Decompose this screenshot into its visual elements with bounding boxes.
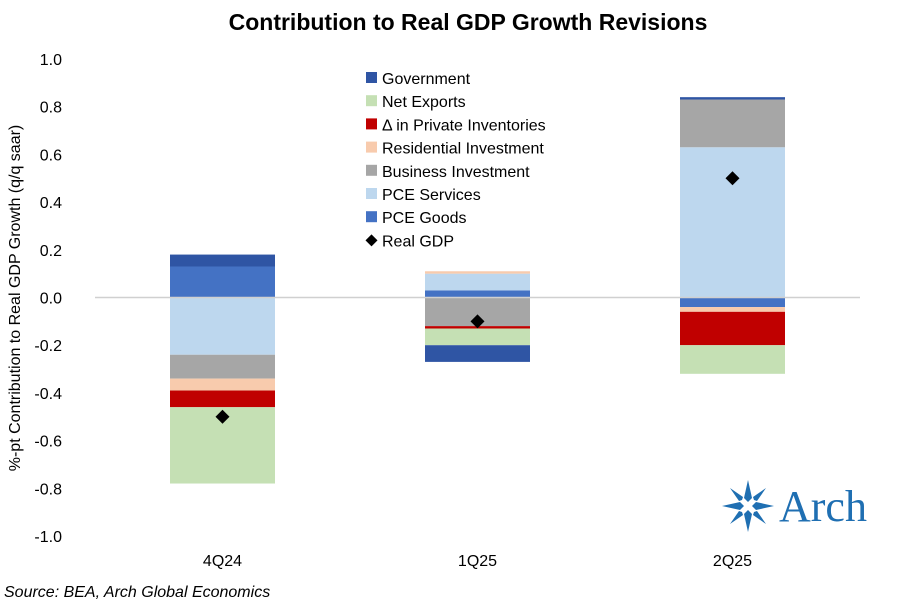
bar-segment-net-exports — [425, 328, 530, 346]
bar-segment-pce-goods — [680, 297, 785, 308]
bars-group — [170, 97, 785, 484]
arch-star-icon — [722, 480, 774, 532]
y-tick-label: -0.6 — [34, 434, 62, 451]
y-tick-label: 0.4 — [40, 195, 62, 212]
y-tick-label: -0.4 — [34, 386, 62, 403]
bar-segment-business-investment — [170, 354, 275, 379]
bar-segment-residential-investment — [170, 378, 275, 391]
real-gdp-markers — [215, 171, 740, 424]
legend-label: Real GDP — [382, 233, 454, 250]
legend-swatch — [366, 95, 377, 107]
bar-segment-pce-services — [425, 273, 530, 291]
y-tick-label: 0.8 — [40, 100, 62, 117]
y-tick-label: -0.8 — [34, 481, 62, 498]
real-gdp-marker — [215, 409, 230, 424]
legend-label: PCE Services — [382, 187, 481, 204]
legend-swatch — [366, 72, 377, 83]
legend: Government Net Exports Δ in Private Invent… — [365, 71, 546, 250]
arch-logo: Arch — [722, 480, 867, 532]
bar-segment-residential-investment — [680, 307, 785, 312]
source-note: Source: BEA, Arch Global Economics — [4, 584, 270, 601]
x-axis: 4Q24 1Q25 2Q25 — [203, 553, 752, 570]
legend-swatch — [366, 188, 377, 199]
legend-swatch — [366, 164, 377, 176]
bar-segment-government — [680, 97, 785, 100]
y-tick-label: -0.2 — [34, 338, 62, 355]
y-tick-label: 0.0 — [40, 291, 62, 308]
legend-label: PCE Goods — [382, 210, 466, 227]
bar-segment-in-private-inventories — [680, 311, 785, 346]
legend-swatch — [366, 211, 377, 223]
x-tick-label: 1Q25 — [458, 553, 497, 570]
legend-label: Net Exports — [382, 94, 466, 111]
legend-label: Business Investment — [382, 164, 530, 181]
legend-label: Residential Investment — [382, 141, 544, 158]
bar-segment-pce-goods — [425, 290, 530, 298]
real-gdp-marker — [725, 171, 740, 186]
bar-segment-pce-services — [170, 297, 275, 355]
y-tick-label: 0.6 — [40, 147, 62, 164]
legend-label: Government — [382, 71, 471, 88]
y-axis-label: %-pt Contribution to Real GDP Growth (q/… — [7, 125, 24, 472]
x-tick-label: 2Q25 — [713, 553, 752, 570]
legend-diamond-icon — [365, 234, 378, 247]
chart-title: Contribution to Real GDP Growth Revision… — [229, 9, 708, 35]
bar-segment-government — [425, 345, 530, 362]
bar-segment-pce-goods — [170, 266, 275, 298]
legend-label: Δ in Private Inventories — [382, 117, 546, 134]
y-tick-label: 0.2 — [40, 243, 62, 260]
legend-swatch — [366, 118, 377, 130]
bar-segment-net-exports — [680, 345, 785, 374]
legend-swatch — [366, 141, 377, 153]
real-gdp-marker — [470, 314, 485, 329]
bar-segment-business-investment — [680, 99, 785, 148]
arch-logo-text: Arch — [779, 482, 867, 531]
y-tick-label: -1.0 — [34, 529, 62, 546]
bar-segment-government — [170, 254, 275, 267]
y-axis: 1.0 0.8 0.6 0.4 0.2 0.0 -0.2 -0.4 -0.6 -0.8 -1.0 — [34, 52, 62, 546]
bar-segment-residential-investment — [425, 271, 530, 274]
x-tick-label: 4Q24 — [203, 553, 242, 570]
bar-segment-in-private-inventories — [170, 390, 275, 408]
y-tick-label: 1.0 — [40, 52, 62, 69]
bar-segment-pce-services — [680, 147, 785, 298]
